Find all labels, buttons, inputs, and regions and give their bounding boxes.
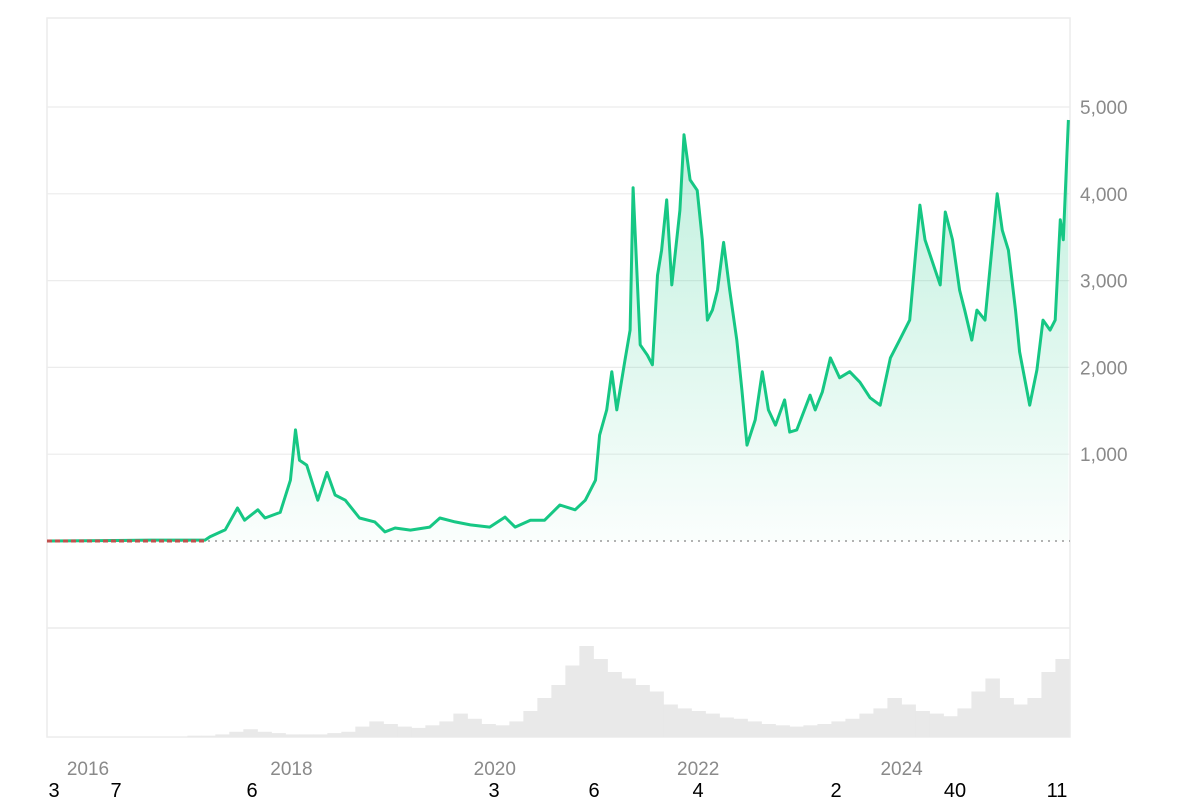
volume-bar bbox=[887, 698, 902, 737]
volume-bar bbox=[901, 704, 916, 737]
volume-bar bbox=[999, 698, 1014, 737]
x-tick-label: 2020 bbox=[474, 759, 516, 780]
volume-bar bbox=[789, 726, 804, 737]
volume-bar bbox=[663, 704, 678, 737]
bottom-label: 3 bbox=[488, 780, 500, 802]
volume-bar bbox=[411, 727, 426, 737]
volume-bar bbox=[537, 698, 552, 737]
volume-bar bbox=[971, 691, 986, 737]
volume-bar bbox=[327, 733, 342, 737]
volume-bar bbox=[957, 708, 972, 737]
volume-bar bbox=[915, 711, 930, 737]
volume-bar bbox=[817, 724, 832, 737]
volume-bar bbox=[943, 716, 958, 737]
y-tick-label: 2,000 bbox=[1080, 358, 1128, 379]
volume-bar bbox=[299, 734, 314, 737]
volume-bar bbox=[341, 731, 356, 737]
bottom-label: 11 bbox=[1046, 780, 1068, 802]
volume-bar bbox=[201, 735, 216, 737]
volume-bar bbox=[1013, 704, 1028, 737]
volume-bar bbox=[509, 721, 524, 737]
x-tick-label: 2024 bbox=[880, 759, 923, 780]
volume-bar bbox=[635, 685, 650, 737]
volume-bar bbox=[1027, 698, 1042, 737]
volume-bar bbox=[369, 721, 384, 737]
volume-bar bbox=[1055, 659, 1070, 737]
x-tick-label: 2018 bbox=[270, 759, 312, 780]
volume-bar bbox=[271, 733, 286, 737]
volume-bar bbox=[733, 718, 748, 737]
x-tick-label: 2022 bbox=[677, 759, 719, 780]
volume-bar bbox=[383, 724, 398, 737]
volume-bar bbox=[215, 734, 230, 737]
y-tick-label: 5,000 bbox=[1080, 98, 1128, 119]
volume-bar bbox=[229, 731, 244, 737]
volume-bar bbox=[425, 725, 440, 737]
volume-bar bbox=[985, 678, 1000, 737]
y-tick-label: 1,000 bbox=[1080, 445, 1128, 466]
x-tick-label: 2016 bbox=[67, 759, 109, 780]
volume-bar bbox=[845, 718, 860, 737]
volume-bar bbox=[859, 713, 874, 737]
volume-bar bbox=[439, 721, 454, 737]
volume-bar bbox=[467, 718, 482, 737]
volume-bar bbox=[747, 721, 762, 737]
volume-bar bbox=[397, 726, 412, 737]
volume-bar bbox=[705, 713, 720, 737]
volume-bar bbox=[453, 713, 468, 737]
volume-bar bbox=[607, 672, 622, 737]
volume-bar bbox=[621, 678, 636, 737]
bottom-label: 4 bbox=[692, 780, 704, 802]
price-area-fill bbox=[47, 120, 1069, 541]
volume-bar bbox=[355, 726, 370, 737]
bottom-label: 6 bbox=[246, 780, 258, 802]
volume-bar bbox=[481, 724, 496, 737]
volume-bar bbox=[649, 691, 664, 737]
bottom-label: 40 bbox=[943, 780, 967, 802]
bottom-label: 7 bbox=[110, 780, 122, 802]
volume-bar bbox=[803, 725, 818, 737]
y-tick-label: 3,000 bbox=[1080, 272, 1128, 293]
volume-bar bbox=[565, 665, 580, 737]
bottom-label: 6 bbox=[588, 780, 600, 802]
volume-bar bbox=[551, 685, 566, 737]
volume-bar bbox=[523, 711, 538, 737]
volume-bar bbox=[1041, 672, 1056, 737]
volume-bar bbox=[285, 734, 300, 737]
volume-bar bbox=[719, 717, 734, 737]
volume-bar bbox=[257, 731, 272, 737]
volume-bar bbox=[593, 659, 608, 737]
volume-bar bbox=[691, 711, 706, 737]
bottom-label: 3 bbox=[48, 780, 60, 802]
volume-bar bbox=[313, 734, 328, 737]
bottom-label: 2 bbox=[830, 780, 842, 802]
volume-bar bbox=[775, 725, 790, 737]
volume-bar bbox=[929, 713, 944, 737]
volume-bar bbox=[243, 729, 258, 737]
volume-bar bbox=[579, 646, 594, 737]
volume-bar bbox=[831, 721, 846, 737]
y-tick-label: 4,000 bbox=[1080, 185, 1128, 206]
volume-bar bbox=[495, 725, 510, 737]
volume-bar bbox=[761, 724, 776, 737]
volume-bar bbox=[187, 735, 202, 737]
price-line bbox=[47, 119, 1070, 543]
volume-bar bbox=[677, 708, 692, 737]
volume-bar bbox=[873, 708, 888, 737]
